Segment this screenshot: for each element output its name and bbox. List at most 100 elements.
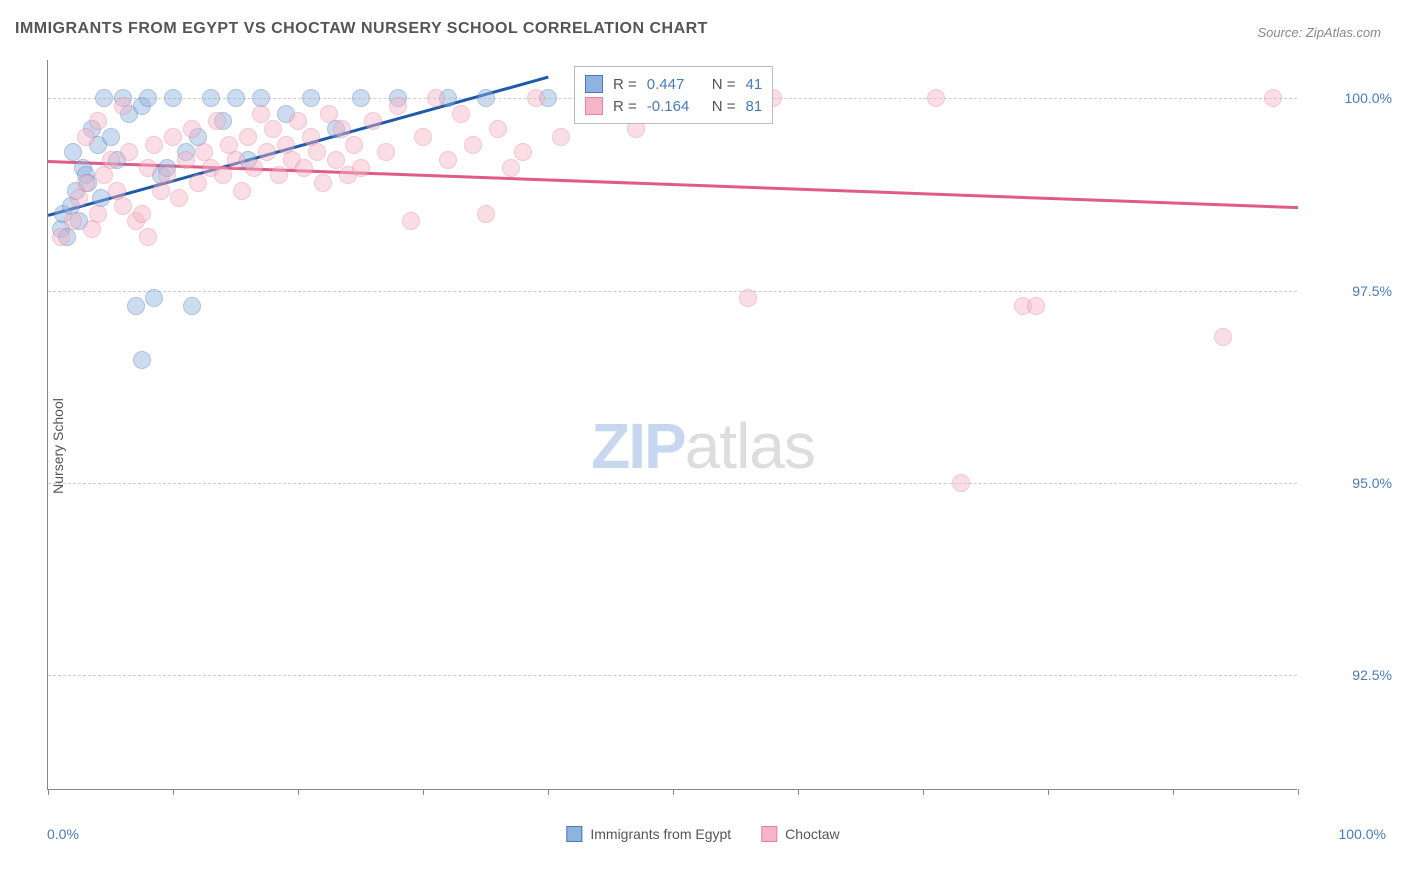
data-point [302, 89, 320, 107]
data-point [52, 228, 70, 246]
legend-item: Immigrants from Egypt [566, 826, 731, 842]
data-point [1264, 89, 1282, 107]
data-point [139, 228, 157, 246]
x-axis-min-label: 0.0% [47, 826, 79, 842]
data-point [89, 205, 107, 223]
x-tick [1298, 789, 1299, 795]
gridline [48, 675, 1297, 676]
data-point [102, 128, 120, 146]
data-point [320, 105, 338, 123]
data-point [289, 112, 307, 130]
data-point [427, 89, 445, 107]
data-point [189, 174, 207, 192]
data-point [89, 112, 107, 130]
data-point [333, 120, 351, 138]
x-tick [923, 789, 924, 795]
gridline [48, 483, 1297, 484]
x-tick [673, 789, 674, 795]
data-point [308, 143, 326, 161]
data-point [164, 89, 182, 107]
data-point [345, 136, 363, 154]
data-point [83, 220, 101, 238]
stats-r-value: -0.164 [647, 98, 702, 115]
data-point [152, 182, 170, 200]
stats-r-label: R = [613, 98, 637, 115]
data-point [477, 89, 495, 107]
legend-item: Choctaw [761, 826, 839, 842]
data-point [439, 151, 457, 169]
legend-label: Choctaw [785, 826, 839, 842]
data-point [139, 159, 157, 177]
y-tick-label: 95.0% [1312, 475, 1392, 491]
data-point [133, 351, 151, 369]
data-point [245, 159, 263, 177]
data-point [927, 89, 945, 107]
data-point [114, 197, 132, 215]
x-axis-max-label: 100.0% [1339, 826, 1386, 842]
data-point [552, 128, 570, 146]
x-tick [1173, 789, 1174, 795]
data-point [158, 166, 176, 184]
stats-n-label: N = [712, 76, 736, 93]
stats-legend-box: R =0.447N =41R =-0.164N =81 [574, 66, 773, 124]
data-point [258, 143, 276, 161]
data-point [227, 151, 245, 169]
data-point [139, 89, 157, 107]
stats-n-label: N = [712, 98, 736, 115]
stats-n-value: 41 [746, 76, 763, 93]
data-point [270, 166, 288, 184]
data-point [70, 189, 88, 207]
data-point [389, 97, 407, 115]
data-point [227, 89, 245, 107]
data-point [377, 143, 395, 161]
data-point [414, 128, 432, 146]
plot-area: 92.5%95.0%97.5%100.0% [47, 60, 1297, 790]
data-point [295, 159, 313, 177]
data-point [327, 151, 345, 169]
data-point [214, 166, 232, 184]
x-tick [423, 789, 424, 795]
stats-r-value: 0.447 [647, 76, 702, 93]
source-credit: Source: ZipAtlas.com [1257, 25, 1381, 40]
data-point [489, 120, 507, 138]
data-point [739, 289, 757, 307]
stats-swatch [585, 75, 603, 93]
legend-bottom: Immigrants from Egypt Choctaw [566, 826, 839, 842]
data-point [164, 128, 182, 146]
data-point [477, 205, 495, 223]
stats-swatch [585, 97, 603, 115]
x-tick [548, 789, 549, 795]
data-point [364, 112, 382, 130]
y-tick-label: 100.0% [1312, 90, 1392, 106]
chart-title: IMMIGRANTS FROM EGYPT VS CHOCTAW NURSERY… [15, 20, 708, 38]
data-point [527, 89, 545, 107]
gridline [48, 291, 1297, 292]
legend-swatch [566, 826, 582, 842]
y-tick-label: 92.5% [1312, 667, 1392, 683]
data-point [314, 174, 332, 192]
data-point [233, 182, 251, 200]
data-point [952, 474, 970, 492]
data-point [452, 105, 470, 123]
data-point [95, 166, 113, 184]
stats-row: R =0.447N =41 [585, 73, 762, 95]
x-tick [173, 789, 174, 795]
data-point [177, 151, 195, 169]
data-point [352, 159, 370, 177]
data-point [145, 136, 163, 154]
data-point [1027, 297, 1045, 315]
data-point [145, 289, 163, 307]
data-point [64, 212, 82, 230]
data-point [102, 151, 120, 169]
data-point [352, 89, 370, 107]
x-tick [48, 789, 49, 795]
data-point [77, 128, 95, 146]
data-point [120, 143, 138, 161]
stats-row: R =-0.164N =81 [585, 95, 762, 117]
data-point [208, 112, 226, 130]
data-point [402, 212, 420, 230]
x-tick [798, 789, 799, 795]
data-point [264, 120, 282, 138]
data-point [502, 159, 520, 177]
x-tick [298, 789, 299, 795]
